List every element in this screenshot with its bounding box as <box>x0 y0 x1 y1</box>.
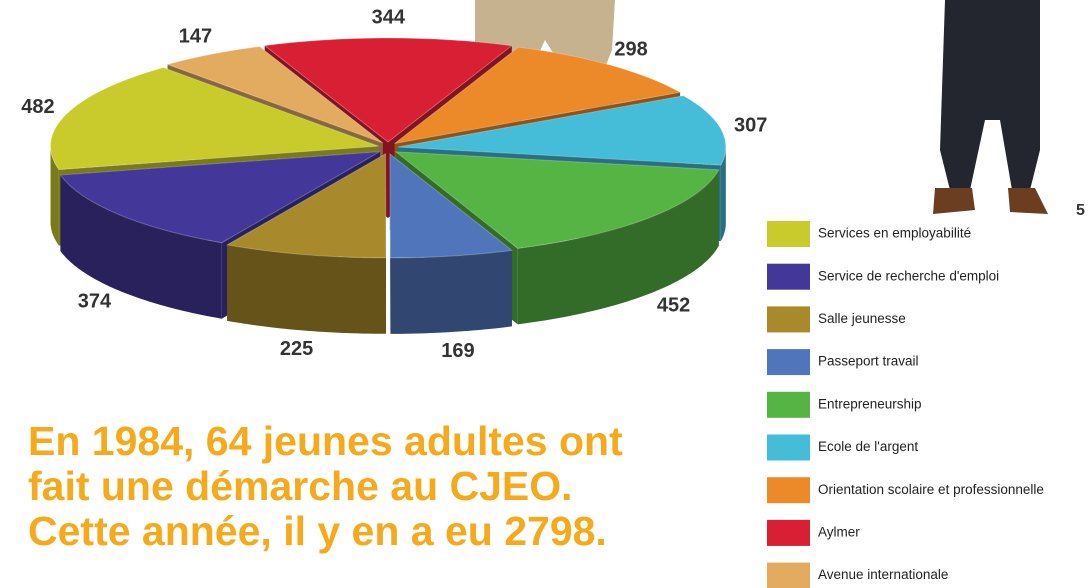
slice-outer-wall <box>720 146 726 242</box>
slice-outer-wall <box>390 250 512 334</box>
legend-label: Entrepreneurship <box>818 396 922 411</box>
legend-label: Salle jeunesse <box>818 311 906 326</box>
value-label: 374 <box>78 291 112 313</box>
headline: En 1984, 64 jeunes adultes ont <box>28 418 623 464</box>
value-label: 482 <box>21 96 54 118</box>
pie <box>49 37 727 334</box>
legend-label: Avenue internationale <box>818 567 948 582</box>
legend-swatch <box>767 349 810 376</box>
legend-swatch <box>767 562 810 588</box>
value-label: 298 <box>614 39 647 61</box>
legend-swatch <box>767 221 810 247</box>
pie-slice <box>59 151 381 244</box>
pie-slice <box>49 67 379 171</box>
slice-outer-wall <box>227 244 387 334</box>
slice-outer-wall <box>50 144 59 246</box>
legend-label: Passeport travail <box>818 354 919 369</box>
headline: Cette année, il y en a eu 2798. <box>28 508 607 554</box>
legend-swatch <box>767 263 810 290</box>
legend-label: Orientation scolaire et professionnelle <box>818 482 1044 497</box>
legend-label: Services en employabilité <box>818 226 971 241</box>
pie-slice <box>225 152 387 259</box>
value-label: 169 <box>441 340 474 362</box>
value-label: 452 <box>657 294 690 316</box>
pie-slice <box>165 45 384 144</box>
slice-outer-wall <box>517 169 719 325</box>
legend-swatch <box>767 519 810 546</box>
legend-label: Ecole de l'argent <box>818 439 918 454</box>
value-label: 307 <box>734 114 767 136</box>
legend-label: Aylmer <box>818 524 860 539</box>
legend-swatch <box>767 477 810 504</box>
value-label: 344 <box>372 6 406 28</box>
pie-slice <box>263 37 514 143</box>
cropped-label: 5 <box>1076 202 1085 219</box>
pie-slice <box>394 46 682 144</box>
slice-outer-wall <box>60 175 222 319</box>
legend-swatch <box>767 391 810 418</box>
pie-slice <box>397 95 727 166</box>
value-label: 225 <box>280 338 313 360</box>
legend-swatch <box>767 434 810 461</box>
legend-label: Service de recherche d'emploi <box>818 268 999 283</box>
legend-swatch <box>767 306 810 333</box>
pie-slice <box>389 152 514 259</box>
pie-slice <box>394 151 720 249</box>
value-label: 147 <box>179 25 212 47</box>
headline: fait une démarche au CJEO. <box>28 463 573 509</box>
